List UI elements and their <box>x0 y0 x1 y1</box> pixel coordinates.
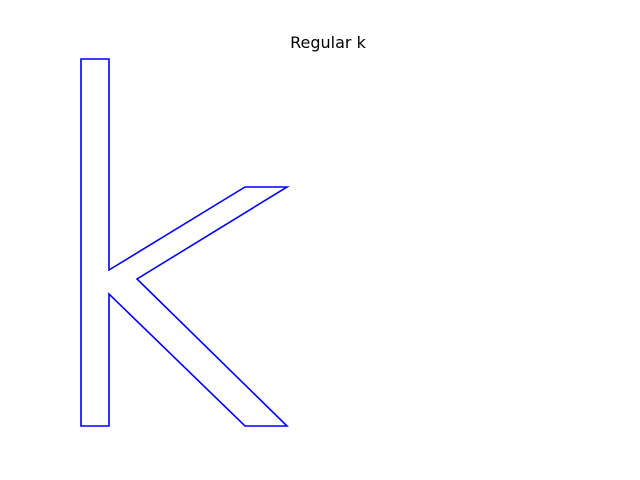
letter-k-outline <box>80 58 290 427</box>
figure-title: Regular k <box>290 33 366 52</box>
